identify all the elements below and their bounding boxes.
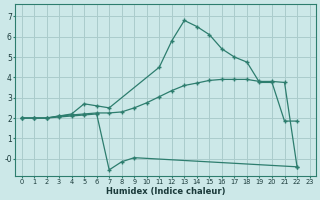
X-axis label: Humidex (Indice chaleur): Humidex (Indice chaleur) bbox=[106, 187, 225, 196]
